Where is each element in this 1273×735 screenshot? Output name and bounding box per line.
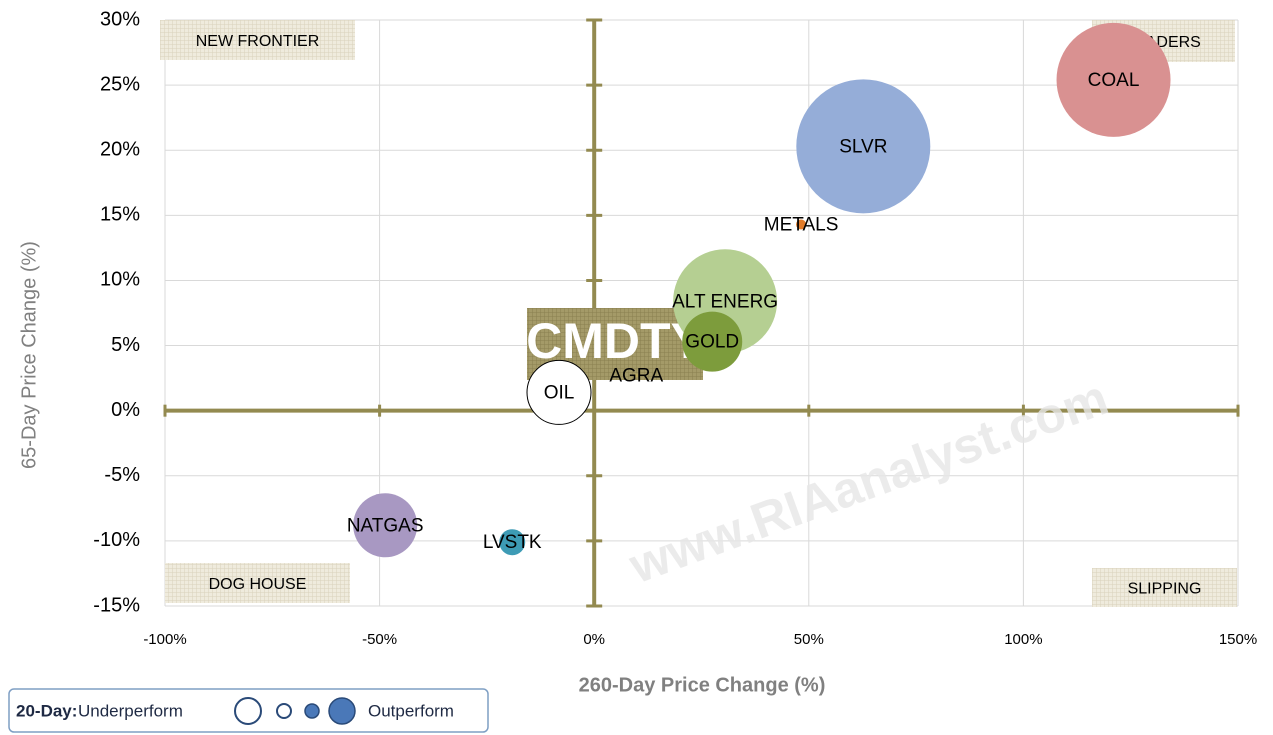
x-tick-label: 50% (794, 631, 824, 648)
y-tick-label: 0% (111, 399, 140, 421)
legend-high: Outperform (368, 701, 454, 720)
y-tick-label: 15% (100, 204, 140, 226)
bubble-label: NATGAS (347, 515, 424, 536)
x-tick-label: -50% (362, 631, 397, 648)
y-tick-label: -10% (93, 529, 140, 551)
y-tick-label: 30% (100, 8, 140, 30)
y-tick-label: 10% (100, 269, 140, 291)
legend-icon (234, 697, 262, 725)
x-tick-label: -100% (143, 631, 186, 648)
bubble (526, 359, 592, 425)
bubble (634, 373, 639, 378)
watermark: www.RIAanalyst.com (621, 369, 1115, 594)
bubble-label: GOLD (685, 332, 739, 353)
bubble (796, 79, 931, 214)
legend-icon (304, 703, 320, 719)
bubble (1056, 22, 1171, 137)
quadrant-box (165, 563, 350, 603)
quadrant-box (1092, 568, 1237, 607)
y-axis-title: 65-Day Price Change (%) (18, 241, 40, 469)
bubble-label: ALT ENERG (672, 291, 778, 312)
bubble-labels: COAL SLVR METALS ALT ENERG GOLD AGRA OIL NATGAS… (347, 70, 1140, 553)
bubble-label: COAL (1088, 70, 1140, 91)
y-tick-label: 5% (111, 334, 140, 356)
bubble (682, 311, 743, 372)
legend-low: Underperform (78, 701, 183, 720)
quadrant-label: DOG HOUSE (209, 576, 307, 593)
legend-icon (328, 697, 356, 725)
x-axis-title: 260-Day Price Change (%) (579, 674, 826, 696)
quadrant-label: SLIPPING (1128, 581, 1202, 598)
x-tick-label: 0% (583, 631, 605, 648)
y-tick-label: 20% (100, 139, 140, 161)
legend-icon (276, 703, 292, 719)
y-tick-label: -15% (93, 594, 140, 616)
bubble (796, 219, 807, 230)
bubble-label: METALS (764, 214, 839, 235)
bubble (499, 529, 526, 556)
bubble-label: AGRA (609, 366, 663, 387)
bubble-label: SLVR (839, 136, 887, 157)
bubble-label: OIL (544, 382, 575, 403)
x-tick-label: 100% (1004, 631, 1042, 648)
x-tick-label: 150% (1219, 631, 1257, 648)
bubble (353, 493, 418, 558)
center-text: CMDTY (526, 313, 704, 369)
quadrant-label: NEW FRONTIER (196, 33, 320, 50)
tick-labels: -15% -10% -5% 0% 5% 10% 15% 20% 25% 30% -100% -50% 0… (93, 8, 1257, 648)
y-tick-label: 25% (100, 73, 140, 95)
bubble-label: LVSTK (483, 532, 542, 553)
y-tick-label: -5% (104, 464, 140, 486)
legend-title: 20-Day: (16, 701, 77, 720)
quadrant-box (160, 20, 355, 60)
bubbles (353, 22, 1171, 558)
legend: 20-Day: Underperform Outperform (8, 688, 489, 733)
